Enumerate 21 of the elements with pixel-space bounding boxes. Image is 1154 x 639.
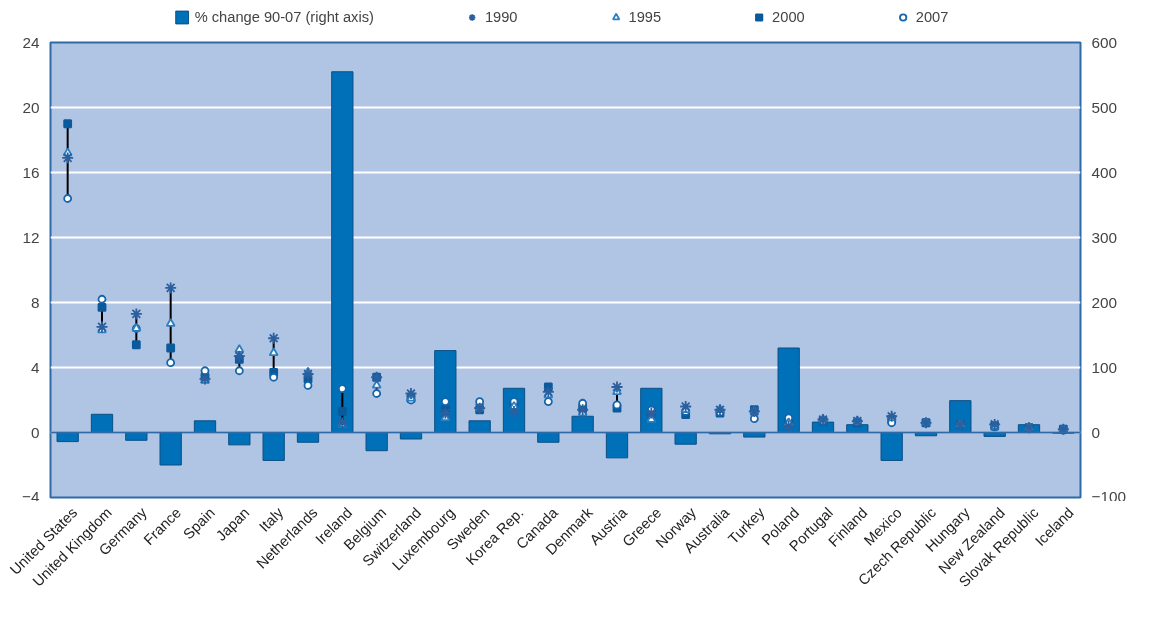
y2-tick-label: 100 <box>1091 358 1118 376</box>
y-tick-label: 12 <box>22 228 40 246</box>
y2-tick-label: 0 <box>1091 423 1101 441</box>
y-tick-label: 20 <box>22 98 40 116</box>
y-tick-label: 0 <box>30 423 40 441</box>
legend-label: 2000 <box>772 9 805 25</box>
y2-tick-label: −100 <box>1091 487 1127 505</box>
y2-tick-label: 400 <box>1091 163 1118 181</box>
legend-label: 1995 <box>628 9 662 25</box>
y2-tick-label: 600 <box>1091 33 1118 51</box>
legend-label: % change 90-07 (right axis) <box>194 9 374 25</box>
legend-label: 2007 <box>915 9 949 25</box>
y-tick-label: 4 <box>30 358 40 376</box>
legend-label: 1990 <box>484 9 518 25</box>
y2-tick-label: 500 <box>1091 98 1118 116</box>
y-tick-label: 16 <box>22 163 40 181</box>
y2-tick-label: 200 <box>1091 293 1118 311</box>
y-tick-label: 8 <box>30 293 40 311</box>
y-tick-label: −4 <box>22 487 40 505</box>
y2-tick-label: 300 <box>1091 228 1118 246</box>
y-tick-label: 24 <box>22 33 40 51</box>
